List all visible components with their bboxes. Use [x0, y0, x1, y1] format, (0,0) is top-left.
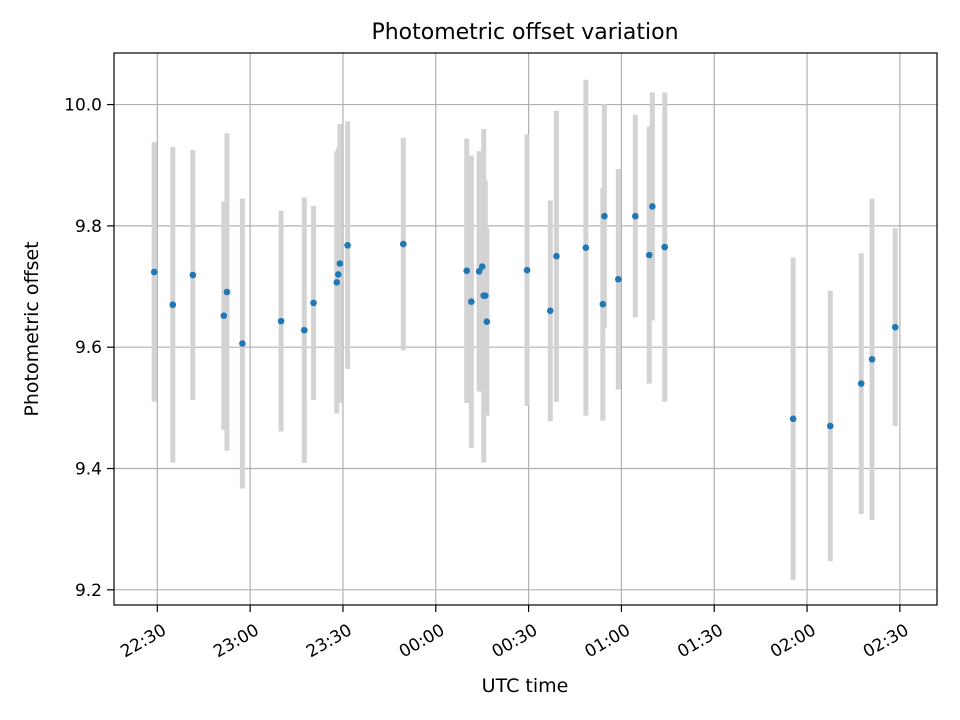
plot-frame: [113, 52, 938, 606]
data-point: [826, 422, 834, 430]
data-point: [553, 252, 560, 260]
data-points: [150, 203, 899, 430]
data-point: [220, 312, 228, 319]
data-point: [277, 317, 285, 325]
y-tick-label: 9.4: [75, 460, 102, 480]
data-point: [582, 244, 590, 252]
data-point: [478, 263, 486, 270]
data-point: [463, 267, 471, 275]
data-point: [481, 292, 489, 299]
data-point: [468, 298, 475, 306]
data-point: [868, 356, 876, 363]
chart-title: Photometric offset variation: [371, 20, 678, 45]
data-point: [335, 271, 342, 278]
y-tick-label: 10.0: [64, 96, 102, 116]
data-point: [857, 380, 865, 387]
data-point: [169, 301, 177, 309]
data-point: [523, 266, 531, 274]
data-point: [300, 326, 308, 334]
y-tick-label: 9.6: [75, 338, 102, 358]
data-point: [546, 307, 554, 315]
data-point: [789, 415, 797, 423]
y-axis-ticks: 9.2 9.4 9.6 9.8 10.0: [64, 96, 114, 601]
data-point: [483, 318, 491, 326]
data-point: [661, 243, 669, 251]
data-point: [601, 212, 608, 220]
data-point: [239, 340, 246, 347]
data-point: [150, 268, 158, 276]
data-point: [223, 288, 231, 296]
data-point: [891, 323, 899, 331]
data-point: [189, 271, 197, 279]
data-point: [310, 299, 317, 307]
data-point: [475, 268, 483, 275]
data-point: [632, 212, 639, 220]
data-point: [649, 203, 656, 210]
y-tick-label: 9.8: [75, 217, 102, 237]
data-point: [599, 300, 607, 308]
data-point: [336, 260, 344, 267]
data-point: [615, 275, 622, 283]
y-tick-label: 9.2: [75, 581, 102, 601]
x-axis-label: UTC time: [482, 675, 569, 697]
data-point: [399, 240, 407, 248]
data-point: [333, 278, 341, 286]
data-point: [645, 251, 653, 259]
y-axis-label: Photometric offset: [21, 241, 43, 416]
data-point: [344, 241, 351, 249]
